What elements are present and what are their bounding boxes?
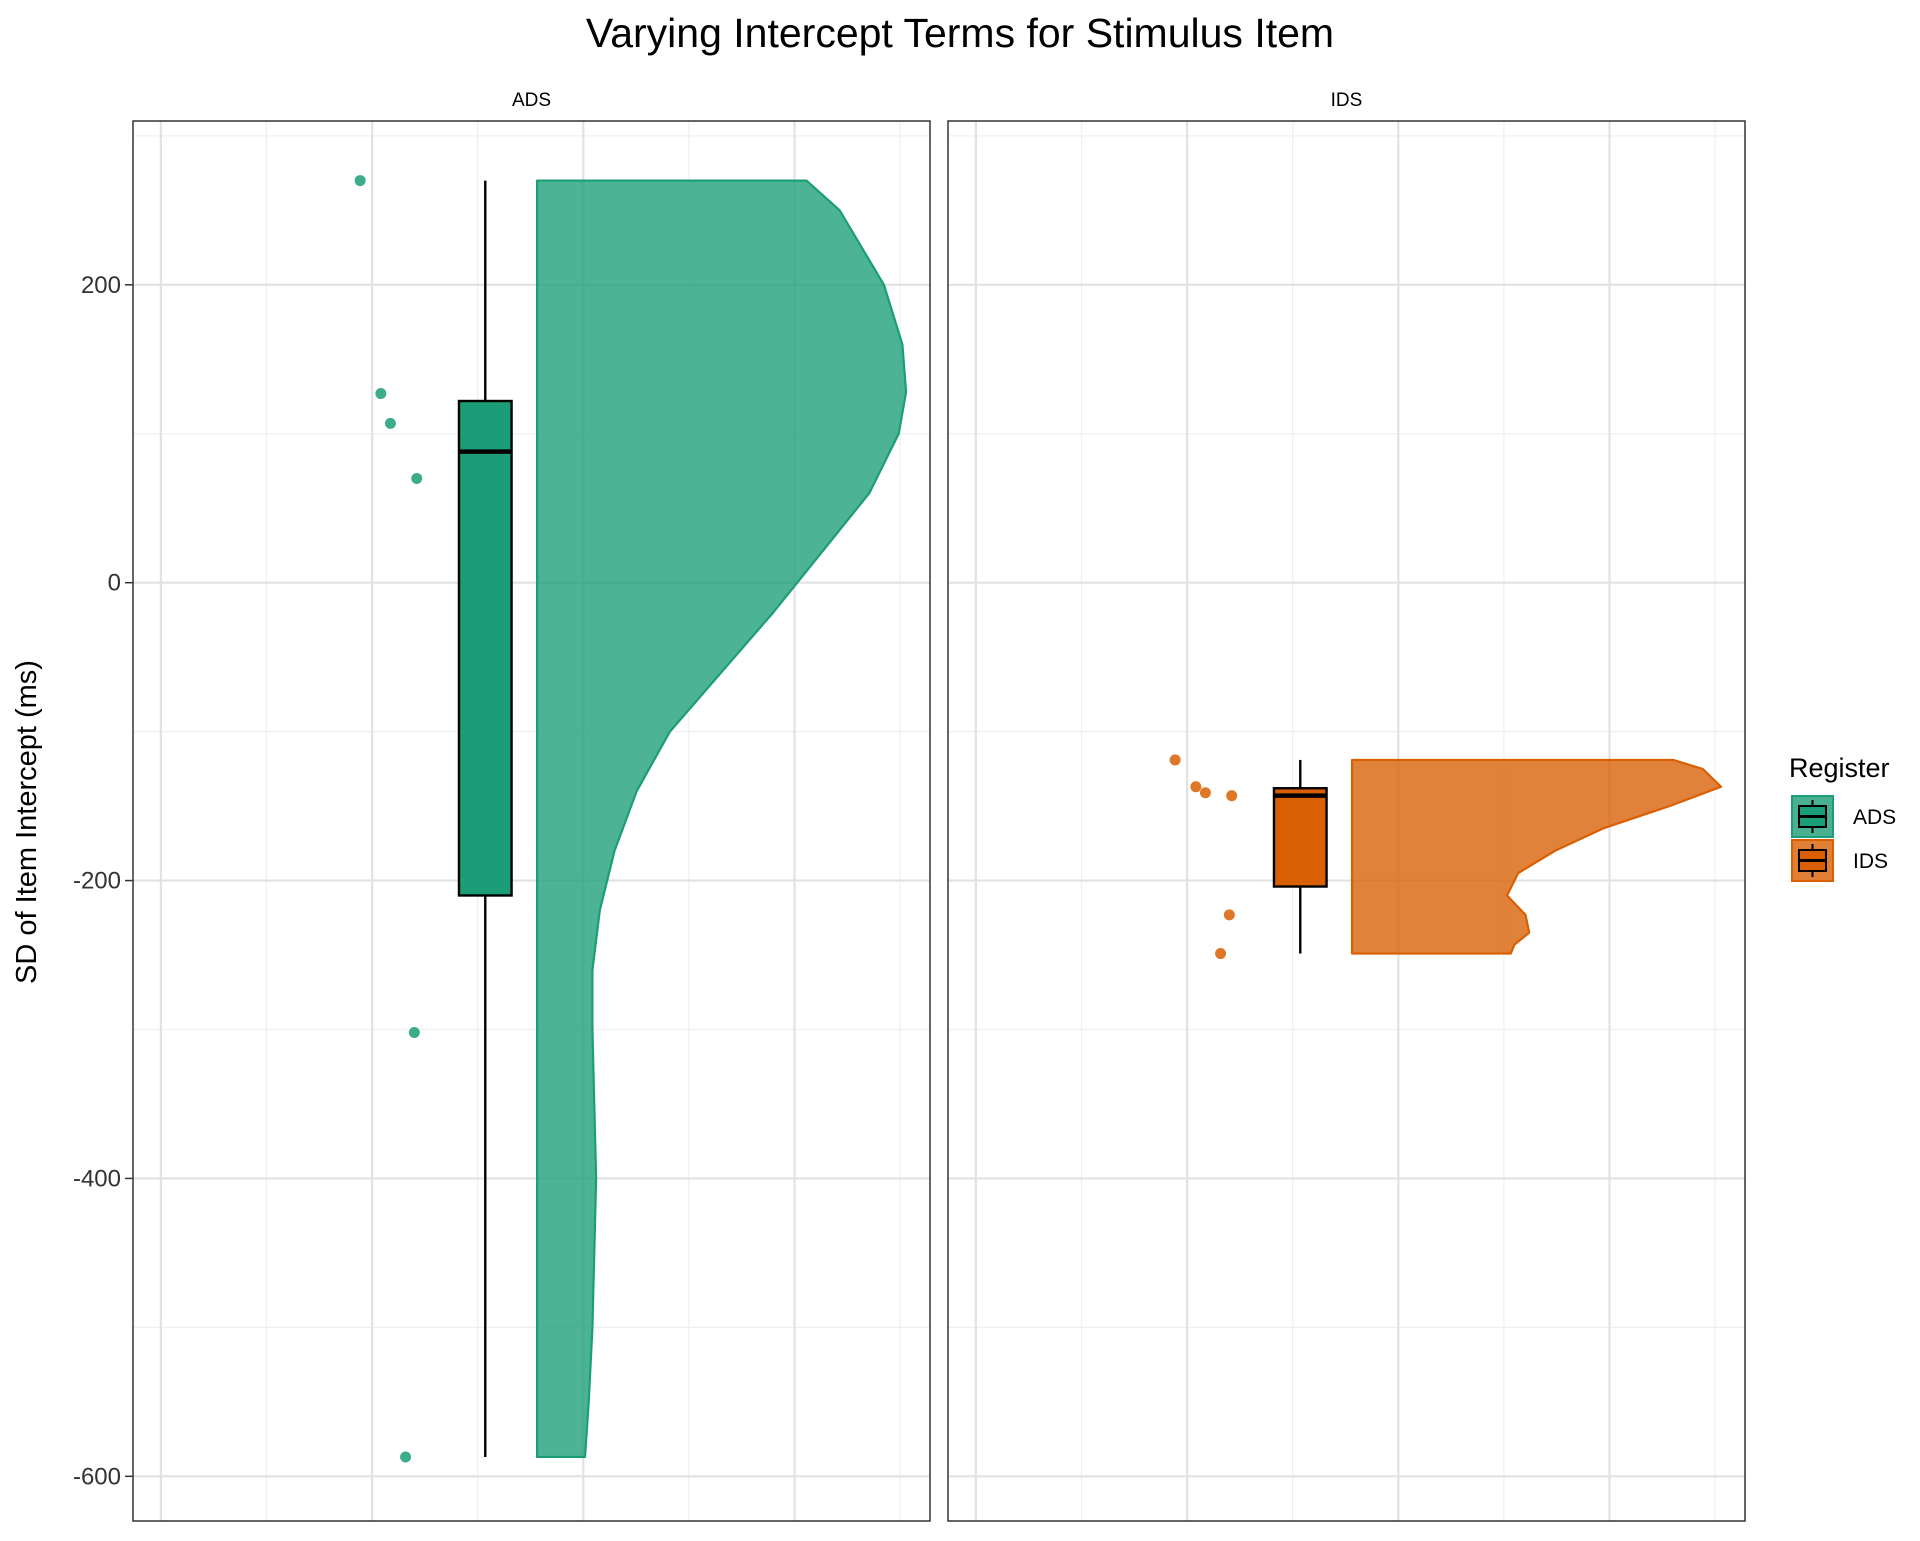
legend-entry-ads: ADS: [1791, 795, 1896, 838]
data-point: [1226, 790, 1238, 802]
y-axis: 200 0 -200 -400 -600: [73, 272, 133, 1490]
panel-ids: IDS: [947, 90, 1746, 1522]
data-point: [1190, 781, 1202, 793]
y-tick-label: -600: [73, 1463, 121, 1490]
strip-label-ids: IDS: [1331, 90, 1363, 111]
panel-ads: ADS: [132, 90, 931, 1522]
data-point: [384, 417, 396, 429]
legend-title: Register: [1789, 753, 1890, 783]
data-point: [400, 1451, 412, 1463]
y-tick-label: -400: [73, 1165, 121, 1192]
violin-ids: [1350, 758, 1723, 955]
violin-ads: [535, 179, 908, 1459]
data-point: [1215, 948, 1227, 960]
data-point: [354, 175, 366, 187]
data-point: [1169, 754, 1181, 766]
y-tick-label: 0: [108, 570, 121, 597]
legend-label: IDS: [1853, 850, 1888, 873]
panel-border: [132, 120, 931, 1522]
panel-border: [947, 120, 1746, 1522]
y-axis-title: SD of Item Intercept (ms): [11, 660, 43, 984]
data-point: [1199, 787, 1211, 799]
chart-title: Varying Intercept Terms for Stimulus Ite…: [586, 10, 1334, 56]
legend-label: ADS: [1853, 806, 1896, 829]
data-point: [375, 388, 387, 400]
panels: ADS IDS: [132, 90, 1746, 1522]
legend-entry-ids: IDS: [1791, 839, 1888, 882]
data-point: [411, 472, 423, 484]
strip-label-ads: ADS: [512, 90, 551, 111]
box-iqr: [457, 399, 513, 897]
data-point: [1223, 909, 1235, 921]
legend: Register ADS IDS: [1789, 753, 1896, 882]
y-tick-label: -200: [73, 868, 121, 895]
box-iqr: [1272, 787, 1328, 888]
data-point: [408, 1026, 420, 1038]
y-tick-label: 200: [81, 272, 121, 299]
